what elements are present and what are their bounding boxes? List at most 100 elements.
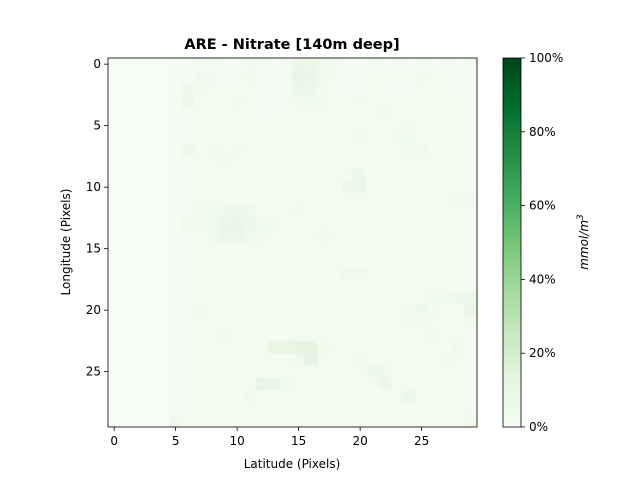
heatmap-cell [304, 119, 318, 133]
heatmap-cell [354, 119, 367, 133]
heatmap-cell [267, 193, 281, 206]
heatmap-cell [144, 390, 158, 403]
heatmap-cell [169, 340, 183, 354]
heatmap-cell [292, 131, 306, 145]
heatmap-cell [390, 107, 404, 120]
heatmap-cell [390, 168, 404, 182]
heatmap-cell [427, 353, 441, 366]
heatmap-cell [304, 230, 318, 243]
heatmap-cell [157, 254, 170, 268]
heatmap-cell [280, 390, 293, 403]
heatmap-cell [452, 205, 466, 219]
heatmap-cell [255, 168, 269, 182]
heatmap-cell [132, 304, 146, 317]
heatmap-cell [169, 353, 183, 366]
heatmap-cell [415, 304, 429, 317]
heatmap-cell [366, 82, 379, 96]
heatmap-cell [194, 402, 207, 416]
heatmap-cell [157, 119, 170, 133]
heatmap-cell [206, 365, 220, 379]
heatmap-cell [304, 340, 318, 354]
heatmap-cell [292, 193, 306, 206]
heatmap-cell [169, 70, 183, 83]
x-axis-ticks: 0 5 10 15 20 25 [110, 427, 429, 448]
heatmap-cell [403, 242, 416, 256]
heatmap-cell [390, 402, 404, 416]
heatmap-cell [255, 181, 269, 194]
heatmap-cell [218, 340, 232, 354]
heatmap-cell [317, 291, 330, 305]
heatmap-cell [292, 365, 306, 379]
heatmap-cell [366, 144, 379, 157]
heatmap-cell [378, 304, 392, 317]
heatmap-cell [144, 168, 158, 182]
heatmap-cell [378, 181, 392, 194]
heatmap-cell [169, 119, 183, 133]
heatmap-cell [452, 107, 466, 120]
heatmap-cell [206, 267, 220, 280]
heatmap-cell [206, 304, 220, 317]
heatmap-cell [218, 279, 232, 293]
heatmap-cell [341, 181, 355, 194]
heatmap-cell [218, 291, 232, 305]
heatmap-cell [181, 82, 195, 96]
heatmap-cell [280, 82, 293, 96]
heatmap-cell [354, 390, 367, 403]
heatmap-cell [452, 168, 466, 182]
heatmap-cell [231, 205, 244, 219]
heatmap-cell [280, 70, 293, 83]
heatmap-cell [329, 119, 343, 133]
heatmap-cell [280, 304, 293, 317]
heatmap-cell [108, 94, 121, 108]
heatmap-cell [292, 217, 306, 231]
heatmap-cell [157, 402, 170, 416]
heatmap-cell [366, 291, 379, 305]
heatmap-cell [329, 316, 343, 329]
heatmap-cell [452, 131, 466, 145]
heatmap-cell [194, 168, 207, 182]
heatmap-cell [341, 205, 355, 219]
heatmap-cell [464, 144, 478, 157]
heatmap-cell [120, 254, 133, 268]
colorbar-tick-label: 20% [529, 346, 556, 360]
heatmap-cell [415, 316, 429, 329]
heatmap-cell [194, 58, 207, 71]
heatmap-cell [378, 279, 392, 293]
heatmap-cell [464, 94, 478, 108]
heatmap-cell [132, 414, 146, 428]
heatmap-cell [181, 414, 195, 428]
heatmap-cell [243, 377, 256, 391]
heatmap-cell [255, 131, 269, 145]
heatmap-cell [157, 279, 170, 293]
heatmap-cell [157, 94, 170, 108]
heatmap-cell [218, 328, 232, 342]
heatmap-cell [267, 340, 281, 354]
heatmap-cell [403, 230, 416, 243]
heatmap-cell [144, 254, 158, 268]
heatmap-cell [440, 267, 453, 280]
heatmap-cell [329, 230, 343, 243]
heatmap-cell [194, 414, 207, 428]
heatmap-cell [403, 107, 416, 120]
heatmap-cell [194, 107, 207, 120]
heatmap-cell [415, 365, 429, 379]
heatmap-cell [194, 304, 207, 317]
heatmap-cell [157, 242, 170, 256]
heatmap-cell [427, 279, 441, 293]
heatmap-cell [132, 70, 146, 83]
heatmap-cell [231, 107, 244, 120]
heatmap-cell [243, 70, 256, 83]
heatmap-cell [366, 340, 379, 354]
heatmap-cell [255, 144, 269, 157]
heatmap-cell [440, 168, 453, 182]
heatmap-cell [292, 291, 306, 305]
heatmap-cell [329, 181, 343, 194]
heatmap-cell [403, 353, 416, 366]
heatmap-cell [218, 82, 232, 96]
heatmap-cell [366, 156, 379, 170]
heatmap-cell [317, 242, 330, 256]
heatmap-cell [280, 230, 293, 243]
heatmap-cell [157, 58, 170, 71]
heatmap-cell [120, 316, 133, 329]
heatmap-cell [267, 402, 281, 416]
